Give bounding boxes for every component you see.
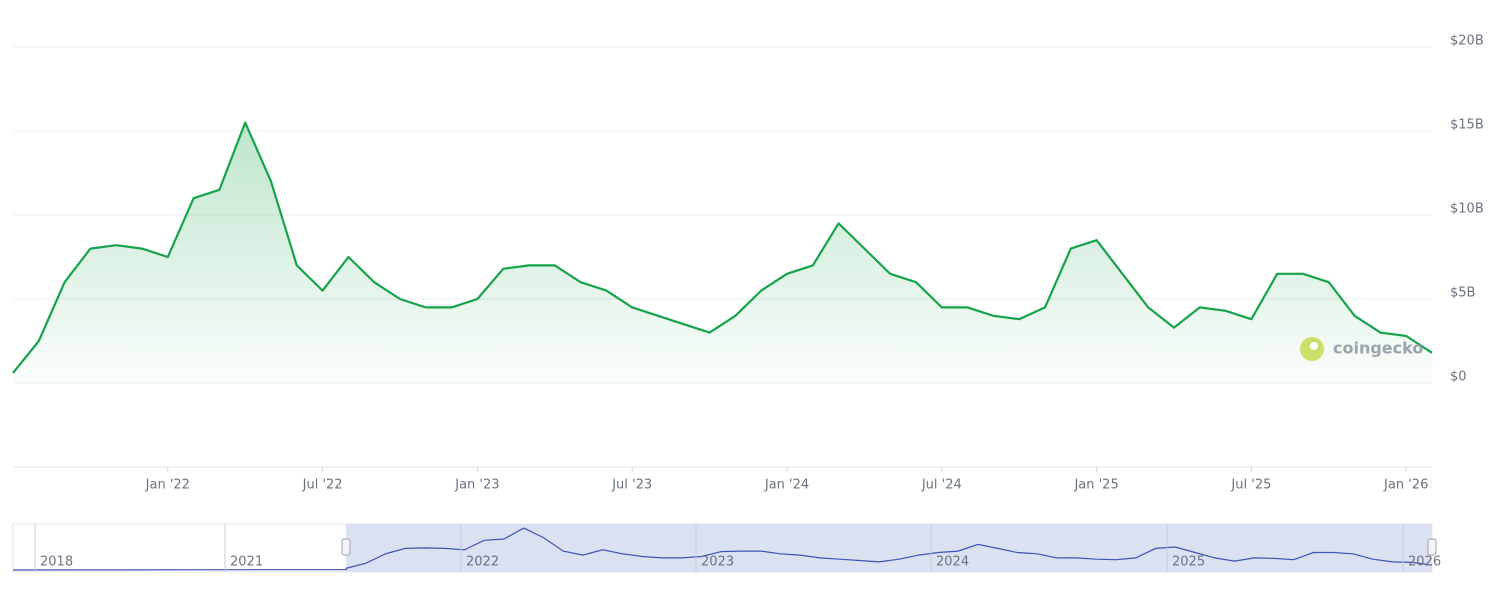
y-tick-label: $0 — [1450, 370, 1467, 385]
y-tick-label: $15B — [1450, 118, 1484, 133]
navigator-selection[interactable] — [346, 524, 1432, 572]
navigator-handle[interactable] — [1427, 538, 1437, 556]
x-tick-label: Jan '25 — [1073, 478, 1118, 493]
x-tick-label: Jan '22 — [145, 478, 190, 493]
navigator-handle[interactable] — [341, 538, 351, 556]
line — [12, 121, 1433, 374]
x-tick-label: Jul '25 — [1230, 478, 1271, 493]
x-tick-label: Jan '26 — [1383, 478, 1428, 493]
area — [13, 122, 1432, 383]
navigator-line — [12, 527, 1433, 571]
navigator-label: 2025 — [1172, 555, 1205, 570]
x-tick-label: Jan '24 — [764, 478, 809, 493]
y-tick-label: $20B — [1450, 34, 1484, 49]
navigator-label: 2026 — [1408, 555, 1441, 570]
y-tick-label: $5B — [1450, 286, 1475, 301]
x-tick-label: Jul '23 — [611, 478, 652, 493]
x-tick-label: Jul '24 — [921, 478, 962, 493]
watermark-logo-eye — [1310, 342, 1318, 350]
x-tick-label: Jan '23 — [454, 478, 499, 493]
navigator-label: 2023 — [701, 555, 734, 570]
watermark: coingecko — [1333, 339, 1423, 358]
navigator-label: 2024 — [936, 555, 969, 570]
navigator-label: 2022 — [466, 555, 499, 570]
x-tick-label: Jul '22 — [302, 478, 343, 493]
navigator-label: 2018 — [40, 555, 73, 570]
navigator-label: 2021 — [230, 555, 263, 570]
y-tick-label: $10B — [1450, 202, 1484, 217]
